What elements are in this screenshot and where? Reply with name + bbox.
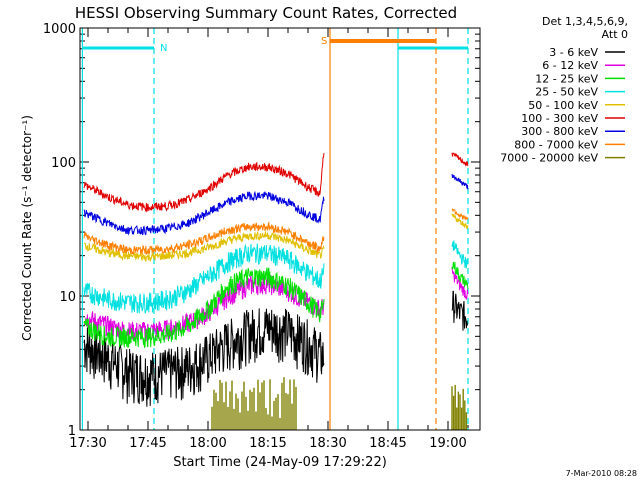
x-tick-label: 18:45 [369,436,406,451]
x-tick-label: 19:00 [429,436,466,451]
y-tick-label: 100 [51,156,76,171]
series-line [83,221,325,255]
series-line [83,153,325,213]
legend-label: 7000 - 20000 keV [500,152,598,165]
series-line-segment2 [451,213,469,230]
y-tick-label: 1000 [43,22,76,37]
x-axis-label: Start Time (24-May-09 17:29:22) [173,455,387,470]
legend-label: 50 - 100 keV [528,99,598,112]
series-line [83,243,325,314]
legend-label: 3 - 6 keV [549,46,598,59]
x-tick-label: 17:45 [129,436,166,451]
series-line-segment2 [451,266,469,301]
x-tick-label: 17:30 [69,436,106,451]
night-label: N [160,43,167,54]
series-line-segment2 [451,290,469,331]
series-line-segment2 [451,261,469,290]
y-tick-label: 10 [59,290,76,305]
series-line [83,190,325,236]
svg-text:7-Mar-2010 08:28: 7-Mar-2010 08:28 [566,469,637,478]
legend-label: 6 - 12 keV [542,59,598,72]
series-line-segment2 [451,173,469,190]
series-line [83,267,325,349]
series-line-segment2 [451,240,469,269]
x-tick-label: 18:15 [249,436,286,451]
series-line-segment2 [451,152,469,167]
x-tick-labels: 17:30 17:45 18:00 18:15 18:30 18:45 19:00 [69,436,466,451]
legend-label: 800 - 7000 keV [514,138,598,151]
series-line-segment2 [451,208,469,221]
chart-title: HESSI Observing Summary Count Rates, Cor… [75,4,457,22]
legend-label: 12 - 25 keV [535,72,598,85]
series-layer [83,152,469,430]
x-tick-label: 18:00 [189,436,226,451]
series-line [83,308,325,407]
plot-frame [79,27,481,431]
y-axis-label: Corrected Count Rate (s⁻¹ detector⁻¹) [20,115,34,341]
saa-label: S [321,36,327,47]
legend-label: 100 - 300 keV [521,112,598,125]
legend-title-line2: Att 0 [602,28,628,41]
x-tick-label: 18:30 [309,436,346,451]
axis-ticks [80,28,480,431]
legend-label: 300 - 800 keV [521,125,598,138]
series-line [83,231,325,262]
y-tick-labels: 1 10 100 1000 [43,22,76,439]
legend-title-line1: Det 1,3,4,5,6,9, [542,15,628,28]
y-tick-label: 1 [68,424,76,439]
legend-label: 25 - 50 keV [535,86,598,99]
